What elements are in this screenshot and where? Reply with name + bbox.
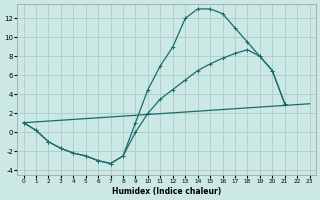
- X-axis label: Humidex (Indice chaleur): Humidex (Indice chaleur): [112, 187, 221, 196]
